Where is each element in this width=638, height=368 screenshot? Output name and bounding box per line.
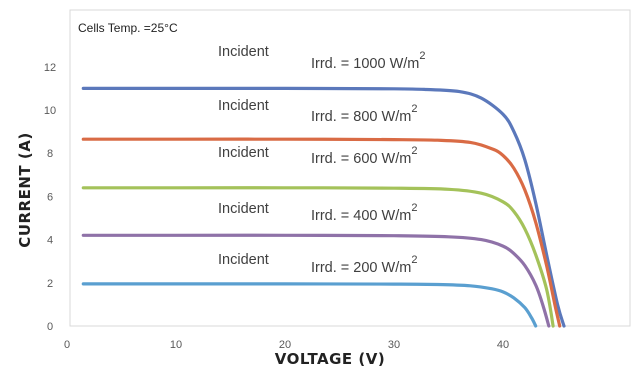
unit-superscript: 2 xyxy=(411,145,417,157)
y-tick-label: 8 xyxy=(47,148,53,160)
unit-superscript: 2 xyxy=(419,50,425,62)
series-irradiance-label: Irrd. = 800 W/m2 xyxy=(311,103,417,125)
unit-superscript: 2 xyxy=(411,202,417,214)
series-irradiance-label: Irrd. = 200 W/m2 xyxy=(311,254,417,276)
unit-superscript: 2 xyxy=(411,254,417,266)
x-tick-label: 30 xyxy=(388,339,400,351)
series-line xyxy=(81,233,551,328)
series-incident-label: Incident xyxy=(218,98,269,114)
x-tick-label: 20 xyxy=(279,339,291,351)
plot-frame xyxy=(69,9,631,327)
y-tick-label: 12 xyxy=(44,62,56,74)
y-tick-label: 0 xyxy=(47,321,53,333)
series-incident-label: Incident xyxy=(218,44,269,60)
series-incident-label: Incident xyxy=(218,201,269,217)
cells-temp-annotation: Cells Temp. =25°C xyxy=(78,21,178,35)
series-irradiance-label: Irrd. = 1000 W/m2 xyxy=(311,50,426,72)
series-irradiance-label: Irrd. = 400 W/m2 xyxy=(311,202,417,224)
series-line xyxy=(81,86,566,328)
series-labels: Incident Irrd. = 1000 W/m2 Incident Irrd. =… xyxy=(218,44,426,276)
series-incident-label: Incident xyxy=(218,145,269,161)
y-axis-title: CURRENT (A) xyxy=(16,132,34,247)
y-axis-ticks: 0 2 4 6 8 10 12 xyxy=(44,62,56,333)
series-line xyxy=(81,186,555,328)
y-tick-label: 6 xyxy=(47,191,53,203)
series-line xyxy=(81,137,562,328)
x-tick-label: 0 xyxy=(64,339,70,351)
series-line xyxy=(81,282,538,328)
y-tick-label: 4 xyxy=(47,235,53,247)
series-incident-label: Incident xyxy=(218,252,269,268)
x-axis-ticks: 0 10 20 30 40 xyxy=(64,339,509,351)
x-axis-title: VOLTAGE (V) xyxy=(275,350,385,368)
x-tick-label: 10 xyxy=(170,339,182,351)
series-irradiance-label: Irrd. = 600 W/m2 xyxy=(311,145,417,167)
unit-superscript: 2 xyxy=(411,103,417,115)
y-tick-label: 10 xyxy=(44,105,56,117)
series-curves xyxy=(81,86,566,328)
y-tick-label: 2 xyxy=(47,278,53,290)
x-tick-label: 40 xyxy=(497,339,509,351)
